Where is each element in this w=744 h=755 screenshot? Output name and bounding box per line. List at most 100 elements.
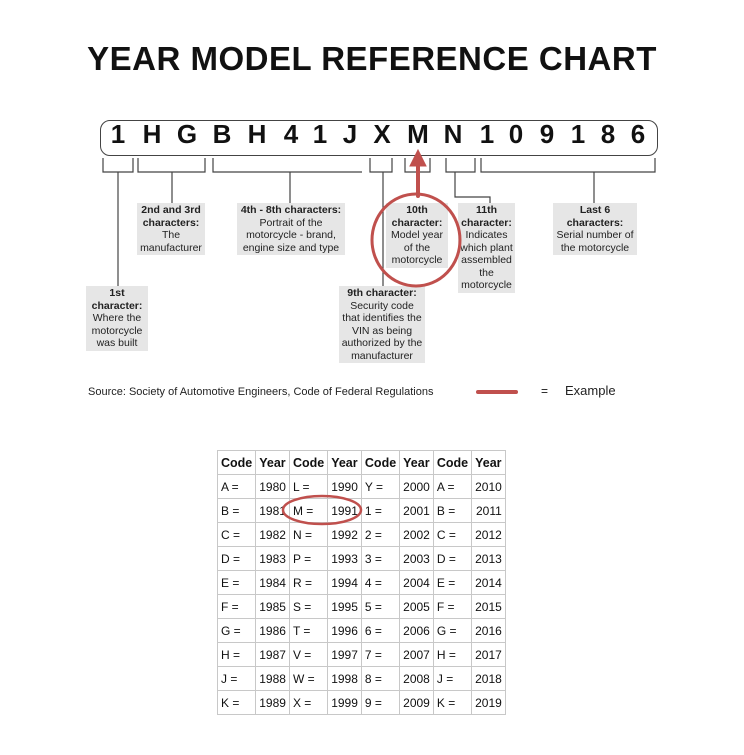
header-year: Year <box>327 450 362 475</box>
code-cell: 3 = <box>360 546 401 571</box>
code-cell: 8 = <box>360 666 401 691</box>
code-cell: K = <box>216 690 257 715</box>
code-cell: E = <box>432 570 473 595</box>
vin-character: J <box>342 119 358 149</box>
year-cell: 1998 <box>327 666 362 691</box>
callout-10th: 10th character: Model year of the motorcy… <box>386 203 448 268</box>
page-title: YEAR MODEL REFERENCE CHART <box>87 40 657 77</box>
year-cell: 1983 <box>255 546 290 571</box>
vin-box <box>100 120 658 156</box>
code-cell: X = <box>288 690 329 715</box>
year-cell: 1980 <box>255 474 290 499</box>
vin-character: 4 <box>283 119 299 149</box>
code-cell: 9 = <box>360 690 401 715</box>
year-cell: 2015 <box>471 594 506 619</box>
year-cell: 2012 <box>471 522 506 547</box>
code-cell: D = <box>432 546 473 571</box>
callout-4th-8th: 4th - 8th characters: Portrait of the mot… <box>237 203 345 255</box>
code-cell: E = <box>216 570 257 595</box>
callout-last-6: Last 6 characters: Serial number of the m… <box>553 203 637 255</box>
year-cell: 2002 <box>399 522 434 547</box>
header-code: Code <box>432 450 473 475</box>
code-cell: V = <box>288 642 329 667</box>
year-cell: 1999 <box>327 690 362 715</box>
callout-2nd-3rd: 2nd and 3rd characters: The manufacturer <box>137 203 205 255</box>
vin-character: 8 <box>600 119 616 149</box>
header-code: Code <box>288 450 329 475</box>
year-cell: 2013 <box>471 546 506 571</box>
year-cell: 2014 <box>471 570 506 595</box>
year-cell: 1987 <box>255 642 290 667</box>
code-cell: 7 = <box>360 642 401 667</box>
year-code-table: Code Year Code Year Code Year Code Year A = 1980… <box>216 450 506 715</box>
code-cell: M = <box>288 498 329 523</box>
code-cell: 6 = <box>360 618 401 643</box>
vin-character: 1 <box>312 119 328 149</box>
vin-character: H <box>142 119 162 149</box>
year-cell: 2016 <box>471 618 506 643</box>
code-cell: C = <box>216 522 257 547</box>
year-cell: 2006 <box>399 618 434 643</box>
table-row: G = 1986 T = 1996 6 = 2006 G = 2016 <box>216 618 506 643</box>
year-cell: 2018 <box>471 666 506 691</box>
vin-character: G <box>176 119 198 149</box>
year-cell: 1997 <box>327 642 362 667</box>
year-cell: 1984 <box>255 570 290 595</box>
code-cell: B = <box>216 498 257 523</box>
code-cell: S = <box>288 594 329 619</box>
code-cell: F = <box>216 594 257 619</box>
year-cell: 2017 <box>471 642 506 667</box>
year-cell: 2019 <box>471 690 506 715</box>
vin-character: 1 <box>479 119 495 149</box>
code-cell: L = <box>288 474 329 499</box>
code-cell: T = <box>288 618 329 643</box>
table-row: D = 1983 P = 1993 3 = 2003 D = 2013 <box>216 546 506 571</box>
vin-character: 9 <box>539 119 555 149</box>
year-cell: 1991 <box>327 498 362 523</box>
code-cell: N = <box>288 522 329 547</box>
header-code: Code <box>360 450 401 475</box>
year-cell: 1995 <box>327 594 362 619</box>
code-cell: 5 = <box>360 594 401 619</box>
code-cell: D = <box>216 546 257 571</box>
code-cell: K = <box>432 690 473 715</box>
bracket-4-8 <box>212 158 362 173</box>
year-cell: 1994 <box>327 570 362 595</box>
year-cell: 2011 <box>471 498 506 523</box>
vin-character: M <box>407 119 429 149</box>
code-cell: B = <box>432 498 473 523</box>
vin-character: 0 <box>508 119 524 149</box>
code-cell: J = <box>216 666 257 691</box>
year-cell: 1988 <box>255 666 290 691</box>
code-cell: H = <box>216 642 257 667</box>
year-cell: 1989 <box>255 690 290 715</box>
bracket-1st <box>102 158 134 173</box>
callout-9th: 9th character: Security code that identif… <box>339 286 425 363</box>
code-cell: G = <box>216 618 257 643</box>
table-row: B = 1981 M = 1991 1 = 2001 B = 2011 <box>216 498 506 523</box>
vin-character: X <box>373 119 391 149</box>
code-cell: G = <box>432 618 473 643</box>
table-row: C = 1982 N = 1992 2 = 2002 C = 2012 <box>216 522 506 547</box>
header-code: Code <box>216 450 257 475</box>
bracket-2-3 <box>137 158 206 173</box>
year-cell: 2008 <box>399 666 434 691</box>
code-cell: W = <box>288 666 329 691</box>
code-cell: 4 = <box>360 570 401 595</box>
bracket-last-6 <box>480 158 656 173</box>
bracket-11 <box>445 158 476 173</box>
header-year: Year <box>471 450 506 475</box>
year-cell: 1985 <box>255 594 290 619</box>
vin-character: N <box>443 119 463 149</box>
legend-label: Example <box>565 383 616 398</box>
header-year: Year <box>255 450 290 475</box>
legend-equals: = <box>541 384 549 398</box>
code-cell: C = <box>432 522 473 547</box>
vin-character: B <box>212 119 232 149</box>
year-cell: 1990 <box>327 474 362 499</box>
table-row: K = 1989 X = 1999 9 = 2009 K = 2019 <box>216 690 506 715</box>
code-cell: 1 = <box>360 498 401 523</box>
table-row: F = 1985 S = 1995 5 = 2005 F = 2015 <box>216 594 506 619</box>
table-row: J = 1988 W = 1998 8 = 2008 J = 2018 <box>216 666 506 691</box>
